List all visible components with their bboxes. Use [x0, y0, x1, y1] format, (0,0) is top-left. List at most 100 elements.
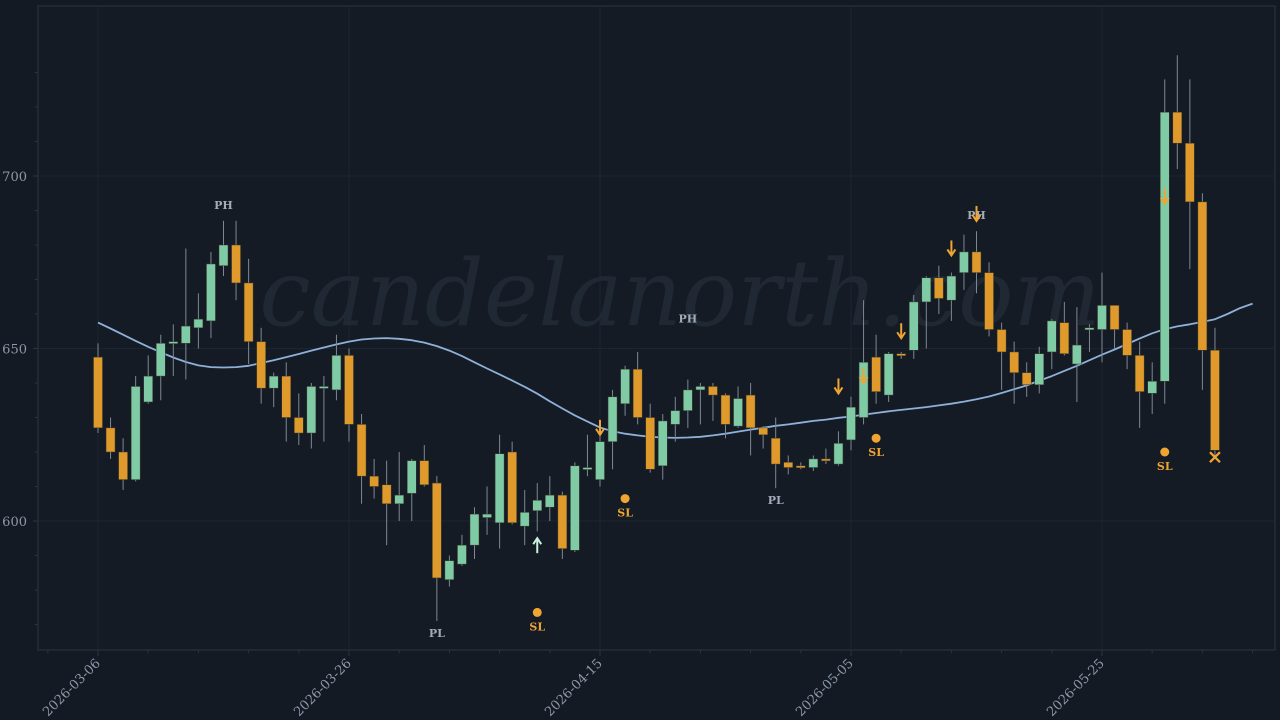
stop-loss-label: SL [1157, 460, 1173, 473]
candle-body-up [457, 544, 467, 565]
pivot-high-label: PH [679, 313, 698, 326]
stop-loss-label: SL [617, 507, 633, 520]
candle-body-down [432, 482, 442, 579]
stop-loss-dot [871, 433, 881, 443]
candle-body-up [1047, 320, 1057, 353]
sell-arrow-icon [595, 428, 605, 437]
candle-body-up [1147, 381, 1157, 394]
candle-body-up [808, 458, 819, 468]
pivot-high-label: PH [214, 199, 233, 212]
candle-body-down [1009, 351, 1019, 373]
candle-body-up [695, 386, 706, 391]
stop-loss-dot [532, 607, 542, 617]
candle-body-up [883, 353, 894, 396]
candle-body-down [871, 356, 881, 392]
stop-loss-dot [1160, 447, 1170, 457]
candle-body-up [595, 441, 605, 480]
candle-body-up [1072, 344, 1082, 365]
candle-body-up [733, 398, 743, 427]
candle-body-up [206, 263, 216, 322]
sell-arrow-icon [1159, 197, 1170, 206]
candle-body-down [369, 475, 379, 487]
candle-body-up [331, 355, 342, 391]
candle-body-down [93, 356, 103, 429]
candle-body-up [570, 465, 580, 551]
candle-body-down [1134, 355, 1145, 392]
candle-body-down [632, 368, 643, 418]
candle-body-down [557, 494, 568, 549]
candle-body-down [344, 355, 354, 425]
candle-body-up [193, 318, 204, 329]
candle-body-up [168, 341, 179, 344]
candle-body-down [231, 244, 241, 284]
candle-body-down [745, 394, 756, 429]
signals-layer: PHPLPHPLPHSLSLSLSL [214, 188, 1221, 640]
candle-body-down [821, 458, 831, 462]
candle-body-down [1185, 142, 1195, 203]
candle-body-up [306, 386, 317, 434]
sell-arrow-icon [896, 331, 907, 341]
grid-lines [38, 6, 1275, 650]
candle-body-up [683, 389, 693, 411]
candle-body-down [1172, 111, 1183, 144]
candle-body-down [796, 465, 806, 469]
candle-body-up [444, 560, 455, 580]
exit-x-icon [1209, 451, 1221, 463]
candle-body-up [620, 368, 630, 404]
candle-body-up [394, 494, 404, 504]
sell-arrow-icon [833, 386, 844, 396]
candle-body-down [783, 462, 793, 468]
candle-body-up [532, 500, 542, 511]
candle-body-down [996, 329, 1007, 353]
candle-body-down [645, 417, 655, 470]
candle-body-down [419, 460, 430, 486]
stop-loss-label: SL [529, 620, 545, 633]
y-tick-label: 600 [2, 515, 27, 530]
y-tick-label: 700 [2, 170, 27, 185]
candle-body-up [658, 420, 668, 467]
candle-body-up [607, 396, 618, 442]
candle-body-up [156, 343, 166, 377]
stop-loss-label: SL [868, 446, 884, 459]
candle-body-down [381, 484, 392, 504]
candle-body-down [118, 451, 128, 480]
candle-body-up [181, 325, 191, 344]
candle-body-down [243, 282, 254, 342]
pivot-low-label: PL [768, 494, 784, 507]
candle-body-down [281, 375, 291, 418]
candle-body-down [356, 424, 367, 477]
candle-body-up [218, 244, 229, 266]
candle-body-down [256, 341, 266, 389]
y-tick-label: 650 [2, 343, 27, 358]
candle-body-down [507, 451, 517, 523]
y-axis: 600 650 700 [2, 72, 38, 625]
candle-body-down [1210, 349, 1220, 451]
candle-body-down [294, 417, 304, 434]
candle-body-down [1059, 322, 1070, 354]
candle-body-down [758, 427, 768, 436]
candle-body-up [858, 362, 869, 418]
candle-body-up [319, 386, 329, 389]
candle-body-down [971, 251, 982, 273]
candles-layer [93, 55, 1220, 622]
sell-arrow-icon [858, 376, 869, 385]
candle-body-up [909, 301, 919, 351]
candle-body-up [1034, 353, 1044, 385]
candle-body-up [130, 386, 141, 480]
candle-body-up [519, 512, 530, 527]
candle-body-up [494, 453, 505, 523]
candle-body-up [921, 277, 932, 303]
candle-body-up [1084, 327, 1095, 331]
candle-body-up [846, 406, 856, 441]
candle-body-up [268, 375, 279, 389]
candle-body-down [896, 353, 906, 356]
candle-body-down [984, 272, 994, 330]
candle-body-up [1160, 111, 1170, 382]
candle-body-up [482, 513, 492, 518]
candle-body-up [946, 275, 957, 301]
candle-body-down [720, 394, 731, 425]
candle-body-up [143, 375, 153, 403]
candle-body-down [1109, 305, 1120, 330]
candle-body-up [1097, 305, 1107, 330]
